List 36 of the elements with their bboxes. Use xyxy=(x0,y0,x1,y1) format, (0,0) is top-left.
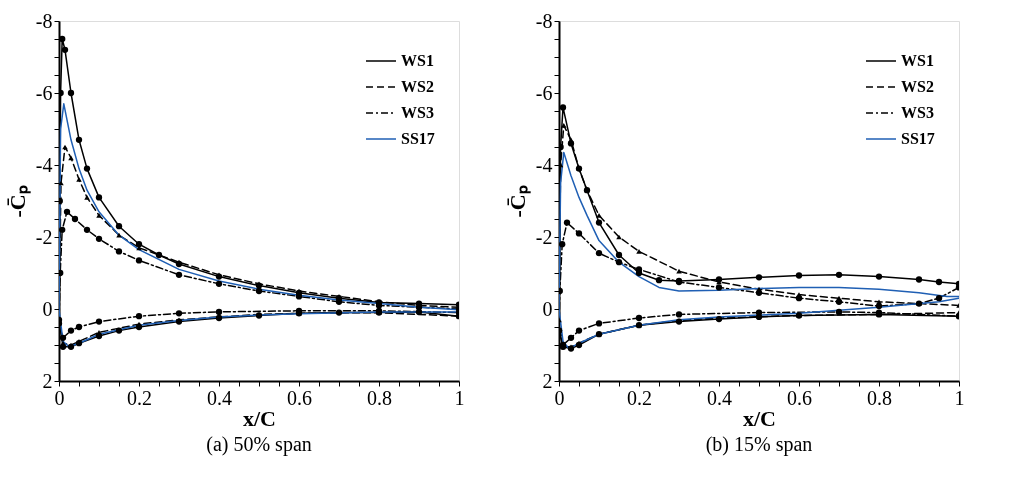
legend-label: WS3 xyxy=(901,104,934,121)
y-tick-label: -4 xyxy=(35,153,53,176)
text: (b) 15% span xyxy=(705,433,813,456)
x-tick-label: 0.6 xyxy=(787,386,812,409)
y-tick-label: 0 xyxy=(542,297,553,320)
legend-label: WS3 xyxy=(401,104,434,121)
y-tick-label: -6 xyxy=(535,81,553,104)
legend-label: SS17 xyxy=(901,130,935,147)
y-tick-label: 2 xyxy=(42,369,53,392)
y-tick-label: -2 xyxy=(535,225,553,248)
x-tick-label: 0.8 xyxy=(867,386,892,409)
x-tick-label: 0.6 xyxy=(287,386,312,409)
y-axis-title: -C̄ₚ xyxy=(504,185,531,218)
y-axis-title: -C̄ₚ xyxy=(4,185,31,218)
y-tick-label: 0 xyxy=(42,297,53,320)
y-tick-label: -2 xyxy=(35,225,53,248)
y-tick-label: -8 xyxy=(35,9,53,32)
x-tick-label: 0.4 xyxy=(207,386,232,409)
x-tick-label: 1 xyxy=(954,386,965,409)
x-axis-title: x/C xyxy=(243,405,276,431)
x-tick-label: 0.2 xyxy=(627,386,652,409)
x-tick-label: 1 xyxy=(454,386,465,409)
x-tick-label: 0.8 xyxy=(367,386,392,409)
legend-label: WS2 xyxy=(901,78,934,95)
y-tick-label: 2 xyxy=(542,369,553,392)
legend-label: WS1 xyxy=(401,52,434,69)
legend-label: WS1 xyxy=(901,52,934,69)
x-tick-label: 0.2 xyxy=(127,386,152,409)
x-tick-label: 0.4 xyxy=(707,386,732,409)
y-tick-label: -8 xyxy=(535,9,553,32)
legend-label: WS2 xyxy=(401,78,434,95)
y-tick-label: -6 xyxy=(35,81,53,104)
legend-label: SS17 xyxy=(401,130,435,147)
y-tick-label: -4 xyxy=(535,153,553,176)
x-axis-title: x/C xyxy=(743,405,776,431)
text: (a) 50% span xyxy=(206,433,312,456)
